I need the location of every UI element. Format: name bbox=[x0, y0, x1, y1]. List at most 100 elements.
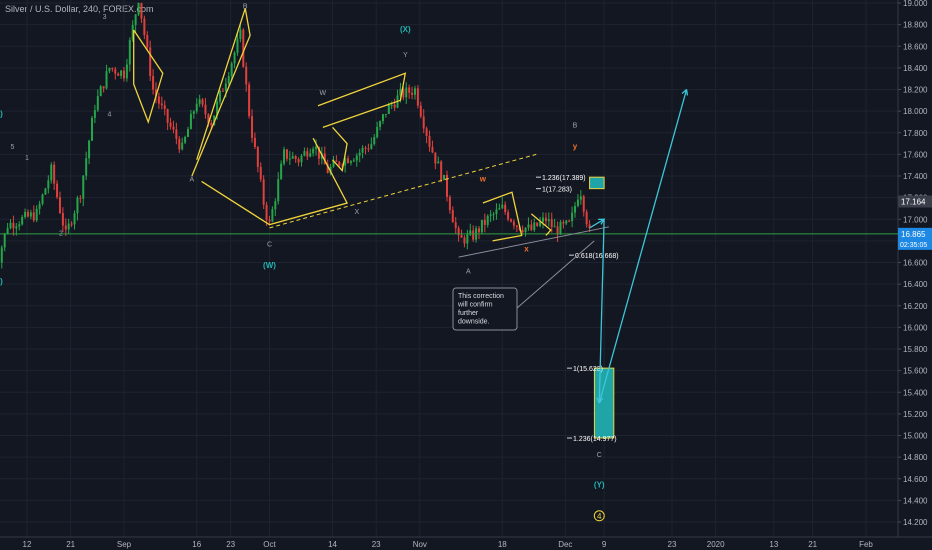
candle-body bbox=[306, 151, 309, 157]
candle-body bbox=[221, 90, 224, 92]
x-tick-label: 18 bbox=[498, 540, 507, 549]
candle-body bbox=[76, 197, 79, 214]
projection-path bbox=[589, 89, 688, 404]
candle-body bbox=[373, 137, 376, 145]
y-tick-label: 15.200 bbox=[903, 410, 928, 419]
y-tick-label: 18.800 bbox=[903, 21, 928, 30]
y-tick-label: 14.800 bbox=[903, 453, 928, 462]
candle-body bbox=[571, 212, 574, 222]
candle-body bbox=[38, 203, 41, 209]
candle-body bbox=[480, 219, 483, 233]
candle-body bbox=[189, 113, 192, 130]
candle-body bbox=[9, 222, 12, 229]
candle-body bbox=[283, 149, 286, 164]
current-price-label: 16.865 bbox=[901, 230, 926, 239]
candle-body bbox=[303, 151, 306, 156]
candle-body bbox=[64, 225, 67, 230]
candle-body bbox=[120, 70, 123, 76]
candle-body bbox=[512, 221, 515, 226]
candle-body bbox=[544, 217, 547, 222]
x-tick-label: 21 bbox=[808, 540, 817, 549]
candle-body bbox=[405, 87, 408, 98]
candle-body bbox=[486, 215, 489, 225]
candle-body bbox=[349, 161, 352, 163]
secondary-price-tag bbox=[898, 195, 932, 208]
y-tick-label: 16.600 bbox=[903, 259, 928, 268]
candle-body bbox=[510, 219, 513, 222]
wave-label: y bbox=[573, 142, 578, 151]
y-tick-label: 18.200 bbox=[903, 86, 928, 95]
candle-body bbox=[521, 229, 524, 233]
wave-shape-x bbox=[332, 126, 348, 173]
candle-body bbox=[285, 149, 288, 159]
candle-body bbox=[53, 164, 56, 184]
y-tick-label: 18.000 bbox=[903, 107, 928, 116]
annotation-box bbox=[452, 287, 518, 331]
candle-body bbox=[137, 3, 140, 15]
wave-label: x bbox=[524, 245, 529, 254]
candle-body bbox=[67, 223, 70, 230]
candle-body bbox=[134, 14, 137, 26]
wave-label: (W) bbox=[263, 261, 276, 270]
candle-body bbox=[146, 35, 149, 48]
candle-body bbox=[122, 70, 125, 79]
candle-body bbox=[361, 147, 364, 153]
candle-body bbox=[492, 214, 495, 216]
candle-body bbox=[15, 226, 18, 229]
y-tick-label: 18.400 bbox=[903, 64, 928, 73]
y-tick-label: 14.400 bbox=[903, 496, 928, 505]
annotation-text-line: This correction bbox=[458, 293, 504, 300]
x-tick-label: 23 bbox=[226, 540, 235, 549]
candle-body bbox=[419, 105, 422, 117]
candle-body bbox=[390, 104, 393, 106]
candle-body bbox=[507, 212, 510, 220]
wave-label: X bbox=[354, 209, 359, 216]
x-tick-label: 23 bbox=[372, 540, 381, 549]
wave-label: A bbox=[190, 176, 195, 183]
secondary-price-label: 17.164 bbox=[901, 198, 926, 207]
x-tick-label: 14 bbox=[328, 540, 337, 549]
annotation-text-line: further bbox=[458, 310, 479, 317]
candle-body bbox=[227, 76, 230, 84]
candle-body bbox=[335, 160, 338, 162]
candle-body bbox=[489, 214, 492, 216]
candle-body bbox=[248, 84, 251, 117]
candle-body bbox=[539, 221, 542, 226]
wave-label-circle bbox=[593, 510, 605, 522]
candle-body bbox=[274, 201, 277, 210]
candle-body bbox=[50, 164, 53, 181]
wave-label: (4) bbox=[0, 277, 3, 286]
candle-body bbox=[300, 155, 303, 163]
x-tick-label: Sep bbox=[117, 540, 132, 549]
candle-body bbox=[294, 156, 297, 160]
wave-label: W bbox=[320, 90, 327, 97]
candle-body bbox=[448, 196, 451, 211]
candle-body bbox=[416, 88, 419, 106]
wave-shape-a bbox=[133, 29, 164, 124]
candle-body bbox=[61, 212, 64, 226]
candle-body bbox=[140, 3, 143, 19]
candle-body bbox=[181, 142, 184, 150]
candle-body bbox=[114, 69, 117, 74]
candle-body bbox=[178, 138, 181, 150]
candle-body bbox=[451, 210, 454, 223]
candle-body bbox=[454, 222, 457, 229]
candle-body bbox=[93, 110, 96, 118]
wave-label: B bbox=[243, 3, 248, 10]
candle-body bbox=[213, 115, 216, 126]
x-tick-label: Feb bbox=[859, 540, 873, 549]
y-tick-label: 16.400 bbox=[903, 280, 928, 289]
candle-body bbox=[393, 104, 396, 108]
wave-label: (3) bbox=[0, 110, 3, 119]
wave-label: 2 bbox=[59, 230, 63, 237]
candle-body bbox=[457, 228, 460, 236]
candle-body bbox=[18, 224, 21, 227]
candle-body bbox=[224, 83, 227, 91]
wave-label: A bbox=[466, 268, 471, 275]
candle-body bbox=[463, 237, 466, 244]
candle-body bbox=[315, 146, 318, 149]
candle-body bbox=[445, 174, 448, 197]
candle-body bbox=[562, 221, 565, 224]
candle-body bbox=[166, 109, 169, 123]
